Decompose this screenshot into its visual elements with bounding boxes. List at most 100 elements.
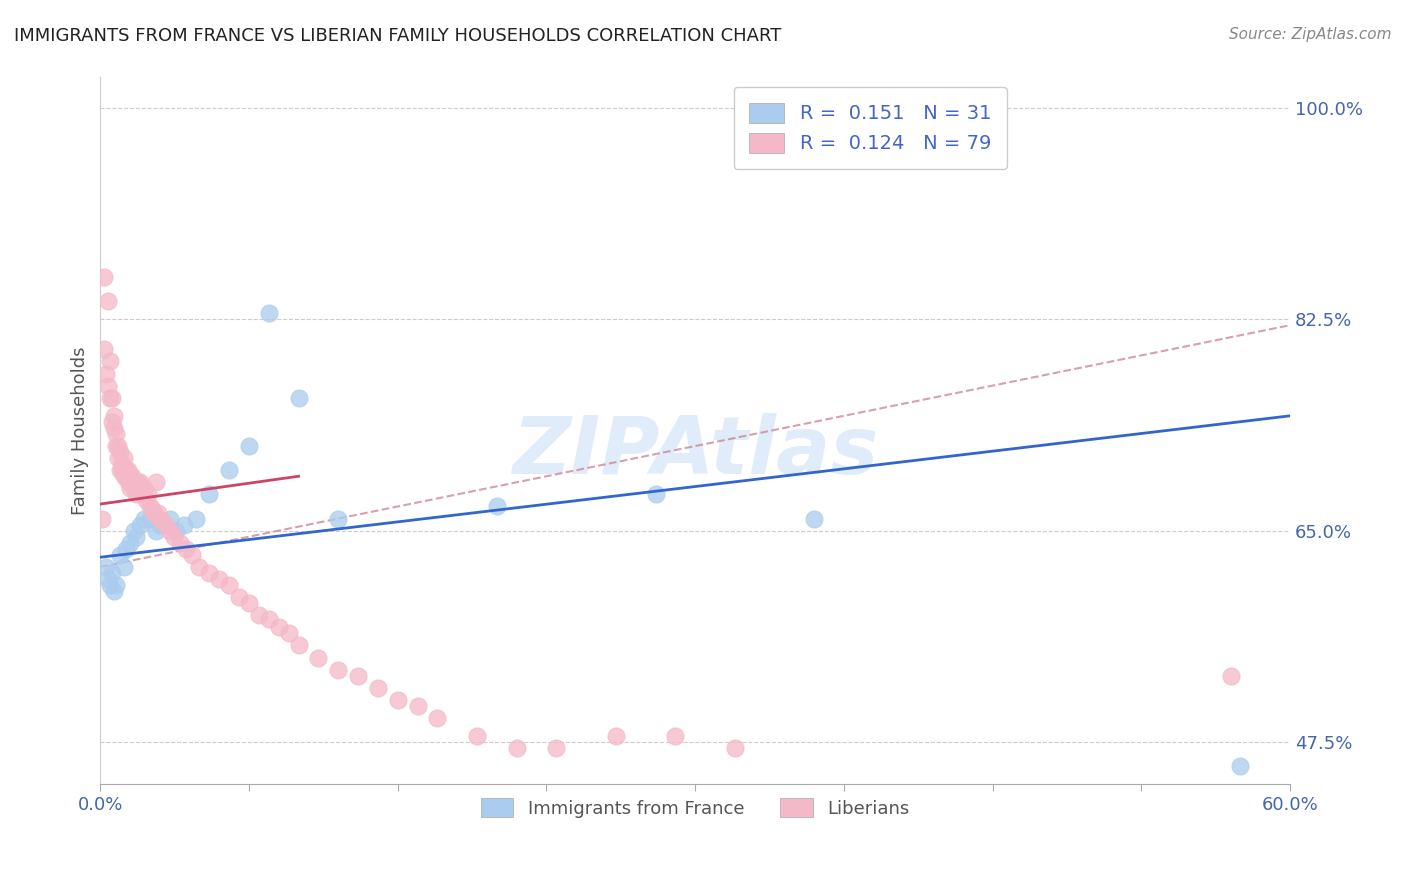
Point	[108, 445, 131, 459]
Point	[173, 517, 195, 532]
Point	[149, 511, 172, 525]
Point	[267, 620, 290, 634]
Point	[145, 524, 167, 538]
Point	[93, 343, 115, 357]
Point	[111, 463, 134, 477]
Point	[174, 541, 197, 556]
Point	[101, 566, 124, 580]
Point	[108, 548, 131, 562]
Point	[605, 729, 627, 743]
Point	[724, 741, 747, 756]
Point	[127, 475, 149, 490]
Point	[122, 475, 145, 490]
Point	[120, 535, 142, 549]
Point	[163, 530, 186, 544]
Point	[101, 415, 124, 429]
Point	[105, 426, 128, 441]
Point	[91, 511, 114, 525]
Point	[121, 469, 143, 483]
Point	[328, 511, 350, 525]
Point	[159, 524, 181, 538]
Point	[387, 693, 409, 707]
Point	[159, 511, 181, 525]
Point	[103, 409, 125, 423]
Point	[169, 535, 191, 549]
Point	[115, 541, 138, 556]
Point	[188, 560, 211, 574]
Legend: Immigrants from France, Liberians: Immigrants from France, Liberians	[474, 791, 917, 825]
Point	[238, 439, 260, 453]
Point	[142, 506, 165, 520]
Point	[125, 475, 148, 490]
Point	[129, 475, 152, 490]
Point	[546, 741, 568, 756]
Point	[107, 439, 129, 453]
Point	[120, 469, 142, 483]
Point	[218, 578, 240, 592]
Point	[465, 729, 488, 743]
Point	[139, 500, 162, 514]
Point	[184, 511, 207, 525]
Point	[135, 493, 157, 508]
Point	[218, 463, 240, 477]
Point	[136, 487, 159, 501]
Point	[180, 548, 202, 562]
Point	[1219, 668, 1241, 682]
Point	[155, 517, 177, 532]
Point	[328, 663, 350, 677]
Point	[107, 451, 129, 466]
Point	[406, 698, 429, 713]
Point	[105, 439, 128, 453]
Point	[122, 524, 145, 538]
Point	[139, 511, 162, 525]
Point	[803, 511, 825, 525]
Point	[112, 469, 135, 483]
Point	[132, 481, 155, 495]
Point	[1229, 759, 1251, 773]
Point	[112, 560, 135, 574]
Point	[97, 293, 120, 308]
Point	[125, 487, 148, 501]
Point	[198, 566, 221, 580]
Point	[96, 367, 118, 381]
Point	[131, 487, 153, 501]
Point	[307, 650, 329, 665]
Point	[198, 487, 221, 501]
Point	[132, 511, 155, 525]
Point	[257, 612, 280, 626]
Point	[145, 475, 167, 490]
Point	[121, 475, 143, 490]
Point	[208, 572, 231, 586]
Point	[506, 741, 529, 756]
Point	[98, 578, 121, 592]
Point	[105, 578, 128, 592]
Point	[97, 572, 120, 586]
Point	[664, 729, 686, 743]
Point	[103, 421, 125, 435]
Y-axis label: Family Households: Family Households	[72, 347, 89, 516]
Point	[98, 391, 121, 405]
Point	[228, 590, 250, 604]
Point	[97, 378, 120, 392]
Point	[122, 481, 145, 495]
Point	[149, 517, 172, 532]
Point	[93, 269, 115, 284]
Point	[120, 481, 142, 495]
Point	[129, 517, 152, 532]
Text: IMMIGRANTS FROM FRANCE VS LIBERIAN FAMILY HOUSEHOLDS CORRELATION CHART: IMMIGRANTS FROM FRANCE VS LIBERIAN FAMIL…	[14, 27, 782, 45]
Point	[115, 463, 138, 477]
Point	[111, 457, 134, 471]
Point	[367, 681, 389, 695]
Point	[125, 530, 148, 544]
Point	[98, 354, 121, 368]
Text: Source: ZipAtlas.com: Source: ZipAtlas.com	[1229, 27, 1392, 42]
Point	[115, 469, 138, 483]
Point	[150, 514, 173, 528]
Point	[287, 391, 309, 405]
Point	[287, 639, 309, 653]
Point	[644, 487, 666, 501]
Point	[238, 596, 260, 610]
Point	[141, 501, 163, 516]
Point	[485, 500, 508, 514]
Point	[112, 451, 135, 466]
